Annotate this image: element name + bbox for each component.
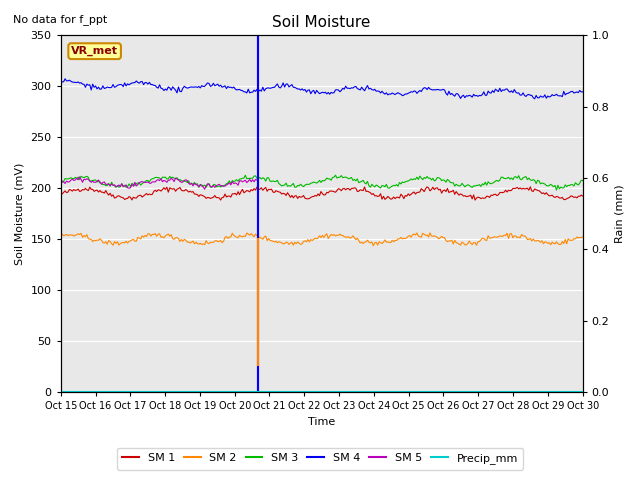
Title: Soil Moisture: Soil Moisture [273,15,371,30]
Y-axis label: Rain (mm): Rain (mm) [615,184,625,243]
Text: VR_met: VR_met [71,46,118,56]
Legend: SM 1, SM 2, SM 3, SM 4, SM 5, Precip_mm: SM 1, SM 2, SM 3, SM 4, SM 5, Precip_mm [116,448,524,469]
Y-axis label: Soil Moisture (mV): Soil Moisture (mV) [15,163,25,265]
Text: No data for f_ppt: No data for f_ppt [13,14,107,25]
X-axis label: Time: Time [308,417,335,427]
